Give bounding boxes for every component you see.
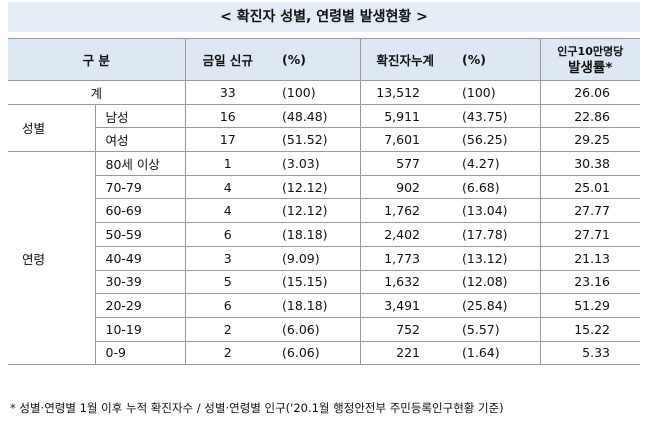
cell: 1,762 [359, 198, 451, 224]
cell: 3,491 [359, 293, 451, 318]
cell: (5.57) [450, 316, 541, 342]
cell: 성별 [8, 103, 95, 153]
cell: (56.25) [450, 127, 541, 153]
header-cell: (%) [450, 38, 541, 81]
cell: (9.09) [270, 245, 361, 271]
cell: 2 [184, 316, 271, 342]
cell: 6 [184, 293, 271, 318]
cell: 30.38 [539, 151, 641, 176]
cell: 51.29 [539, 293, 641, 318]
cell: 80세 이상 [94, 151, 186, 176]
cell: (100) [450, 80, 541, 105]
header-cell: (%) [270, 38, 361, 81]
row: 연령 80세 이상 1 (3.03) 577 (4.27) 30.38 [8, 151, 641, 366]
cell: 5.33 [539, 340, 641, 366]
row: 70-79 4 (12.12) 902 (6.68) 25.01 [8, 174, 641, 200]
row: 30-39 5 (15.15) 1,632 (12.08) 23.16 [8, 269, 641, 295]
cell: 4 [184, 174, 271, 200]
cell: 1,632 [359, 269, 451, 295]
cell: (17.78) [450, 222, 541, 247]
cell: 0-9 [94, 340, 186, 366]
cell: 남성 [94, 103, 186, 129]
cell: 27.71 [539, 222, 641, 247]
cell: 1 [184, 151, 271, 176]
cell: (6.68) [450, 174, 541, 200]
cell: 7,601 [359, 127, 451, 153]
cell: 13,512 [359, 80, 451, 105]
cell: 221 [359, 340, 451, 366]
cell: 3 [184, 245, 271, 271]
cell: 29.25 [539, 127, 641, 153]
cell: 15.22 [539, 316, 641, 342]
row: 40-49 3 (9.09) 1,773 (13.12) 21.13 [8, 245, 641, 271]
cell: 577 [359, 151, 451, 176]
cell: 26.06 [539, 80, 641, 105]
cell: 2,402 [359, 222, 451, 247]
cell: (4.27) [450, 151, 541, 176]
cell: 25.01 [539, 174, 641, 200]
cell: 17 [184, 127, 271, 153]
cell: (13.12) [450, 245, 541, 271]
row: 20-29 6 (18.18) 3,491 (25.84) 51.29 [8, 293, 641, 318]
cell: (12.12) [270, 198, 361, 224]
cell: 계 [8, 80, 186, 105]
cell: 27.77 [539, 198, 641, 224]
row: 성별 남성 16 (48.48) 5,911 (43.75) 22.86 [8, 103, 641, 153]
cell: 4 [184, 198, 271, 224]
cell: (1.64) [450, 340, 541, 366]
cell: (12.08) [450, 269, 541, 295]
cell: 6 [184, 222, 271, 247]
cell: 22.86 [539, 103, 641, 129]
cell: 21.13 [539, 245, 641, 271]
cell: 여성 [94, 127, 186, 153]
cell: (6.06) [270, 340, 361, 366]
cell: 33 [184, 80, 271, 105]
cell: 5 [184, 269, 271, 295]
cell: 70-79 [94, 174, 186, 200]
header-cell: 구 분 [8, 38, 186, 81]
cell: 20-29 [94, 293, 186, 318]
cell: (51.52) [270, 127, 361, 153]
cell: (18.18) [270, 293, 361, 318]
table-body: 계 33 (100) 13,512 (100) 26.06 성별 남성 16 (48.48) 5,9… [8, 80, 641, 366]
header-cell: 인구10만명당 발생률* [539, 38, 641, 81]
cell: (12.12) [270, 174, 361, 200]
footnote: * 성별·연령별 1월 이후 누적 확진자수 / 성별·연령별 인구('20.1… [10, 401, 504, 415]
cell: 752 [359, 316, 451, 342]
cell: 2 [184, 340, 271, 366]
cell: (13.04) [450, 198, 541, 224]
row: 60-69 4 (12.12) 1,762 (13.04) 27.77 [8, 198, 641, 224]
cell: 5,911 [359, 103, 451, 129]
cell: (6.06) [270, 316, 361, 342]
header-text: 인구10만명당 [557, 44, 624, 58]
row: 0-9 2 (6.06) 221 (1.64) 5.33 [8, 340, 641, 366]
cell: 60-69 [94, 198, 186, 224]
title: < 확진자 성별, 연령별 발생현황 > [8, 2, 640, 32]
row: 50-59 6 (18.18) 2,402 (17.78) 27.71 [8, 222, 641, 247]
header-cell: 금일 신규 [184, 38, 271, 81]
cell: 1,773 [359, 245, 451, 271]
cell: (15.15) [270, 269, 361, 295]
cell: 40-49 [94, 245, 186, 271]
table: 구 분 금일 신규 (%) 확진자누계 (%) 인구10만명당 발생률* 계 33(… [8, 38, 641, 366]
cell: 23.16 [539, 269, 641, 295]
cell: 30-39 [94, 269, 186, 295]
cell: (3.03) [270, 151, 361, 176]
cell: 902 [359, 174, 451, 200]
header-text: 발생률* [568, 59, 613, 76]
row: 계 33 (100) 13,512 (100) 26.06 [8, 80, 641, 105]
row: 여성 17 (51.52) 7,601 (56.25) 29.25 [8, 127, 641, 153]
cell: 연령 [8, 151, 95, 366]
cell: 16 [184, 103, 271, 129]
cell: (18.18) [270, 222, 361, 247]
row: 10-19 2 (6.06) 752 (5.57) 15.22 [8, 316, 641, 342]
header-cell: 확진자누계 [359, 38, 451, 81]
cell: (43.75) [450, 103, 541, 129]
cell: (100) [270, 80, 361, 105]
cell: 50-59 [94, 222, 186, 247]
cell: (25.84) [450, 293, 541, 318]
cell: 10-19 [94, 316, 186, 342]
cell: (48.48) [270, 103, 361, 129]
